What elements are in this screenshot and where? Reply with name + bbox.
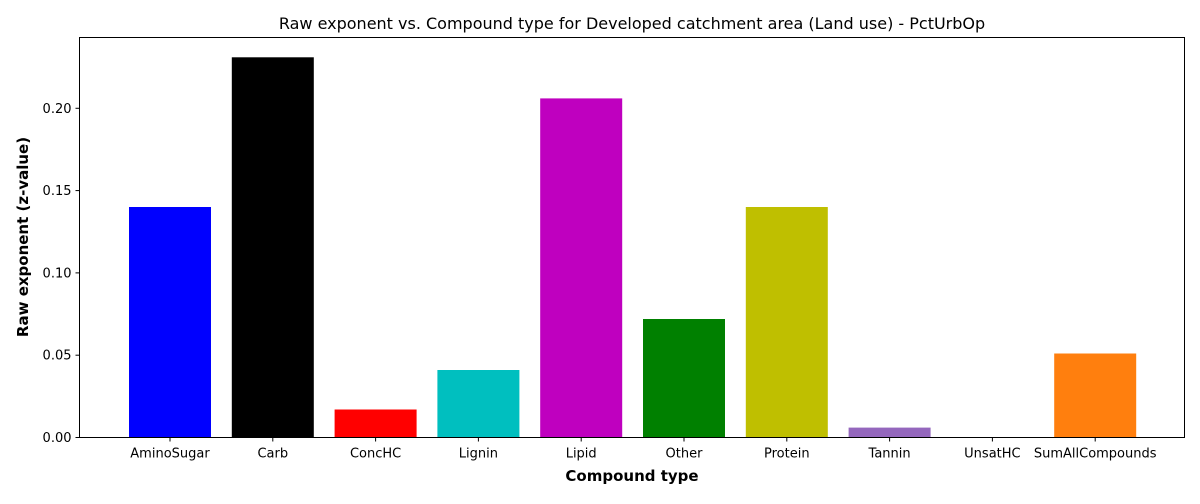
x-tick-label: SumAllCompounds (1034, 447, 1157, 462)
x-tick-label: ConcHC (350, 447, 401, 462)
x-tick-label: Lignin (459, 447, 498, 462)
bar-lipid (540, 98, 623, 438)
bar-lignin (437, 370, 520, 438)
x-tick-label: Other (666, 447, 704, 462)
bar-tannin (848, 427, 931, 438)
x-tick-label: Carb (257, 447, 288, 462)
bar-sumallcompounds (1054, 353, 1137, 438)
x-tick-label: AminoSugar (130, 447, 210, 462)
x-tick-label: Protein (764, 447, 810, 462)
y-tick-label: 0.05 (43, 349, 72, 364)
bar-aminosugar (129, 207, 211, 438)
y-tick-label: 0.00 (43, 431, 72, 446)
bars-layer (129, 57, 1137, 438)
chart-title: Raw exponent vs. Compound type for Devel… (279, 14, 985, 33)
bar-carb (231, 57, 314, 438)
y-tick-label: 0.15 (43, 184, 72, 199)
y-tick-label: 0.10 (43, 266, 72, 281)
x-tick-label: Tannin (868, 447, 911, 462)
x-axis-label: Compound type (565, 467, 698, 485)
bar-other (643, 319, 725, 438)
bar-protein (745, 207, 828, 438)
x-tick-label: UnsatHC (964, 447, 1020, 462)
plot-frame (79, 37, 1185, 438)
bar-conchc (334, 409, 417, 438)
ticks-layer: AminoSugar Carb ConcHC Lignin Lipid Other Prot… (43, 102, 1157, 462)
x-tick-label: Lipid (566, 447, 597, 462)
y-axis-label: Raw exponent (z-value) (14, 137, 32, 337)
y-tick-label: 0.20 (43, 102, 72, 117)
